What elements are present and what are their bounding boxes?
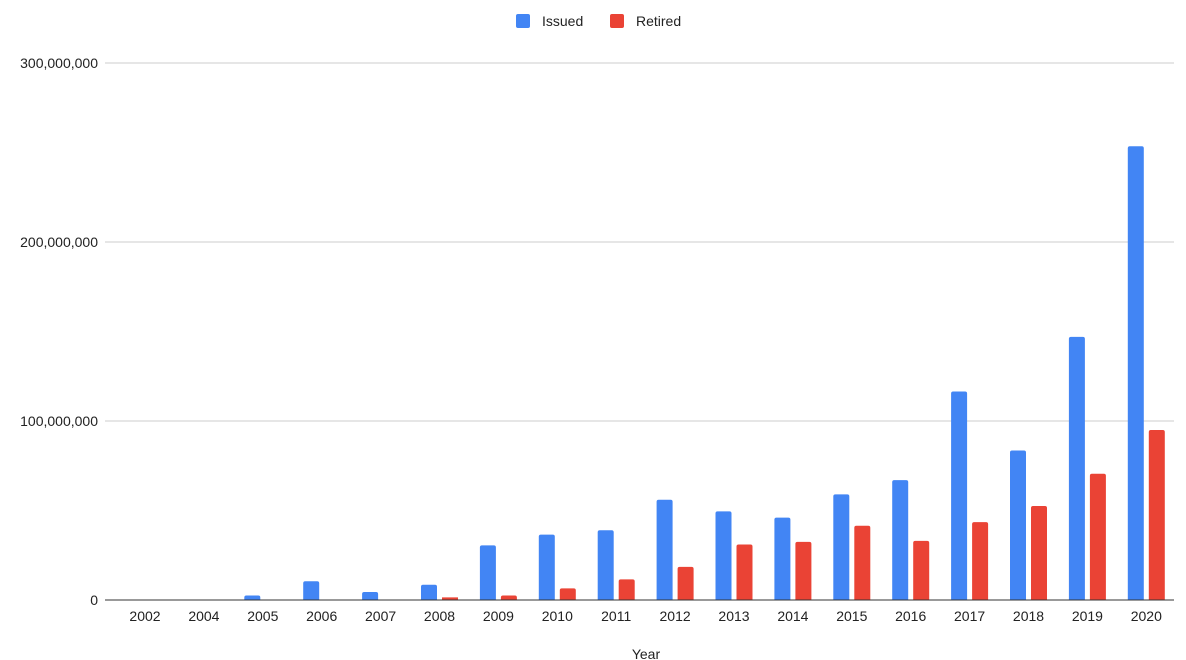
x-tick-label: 2008 [424, 608, 455, 624]
x-tick-label: 2002 [129, 608, 160, 624]
bar-issued-2007[interactable] [362, 591, 379, 600]
bar-issued-2012[interactable] [656, 499, 673, 600]
legend-item-issued[interactable]: Issued [516, 13, 583, 29]
bar-retired-2016[interactable] [913, 540, 930, 600]
x-tick-label: 2004 [188, 608, 219, 624]
y-tick-label: 200,000,000 [20, 234, 98, 250]
bar-issued-2018[interactable] [1010, 450, 1026, 600]
gridlines [105, 62, 1174, 422]
bar-retired-2012[interactable] [677, 566, 694, 600]
legend[interactable]: Issued Retired [516, 13, 681, 29]
x-tick-label: 2010 [542, 608, 573, 624]
legend-label: Retired [636, 13, 681, 29]
bar-retired-2019[interactable] [1089, 473, 1106, 600]
bar-retired-2017[interactable] [972, 522, 989, 600]
legend-item-retired[interactable]: Retired [610, 13, 681, 29]
bar-issued-2016[interactable] [892, 480, 909, 600]
x-tick-label: 2012 [660, 608, 691, 624]
legend-swatch [610, 14, 624, 28]
bar-retired-2013[interactable] [736, 544, 753, 600]
x-tick-label: 2019 [1072, 608, 1103, 624]
bar-issued-2017[interactable] [951, 391, 968, 600]
bar-retired-2011[interactable] [618, 579, 635, 600]
x-tick-label: 2009 [483, 608, 514, 624]
bar-retired-2010[interactable] [559, 588, 576, 600]
bar-retired-2009[interactable] [500, 595, 517, 600]
bar-issued-2020[interactable] [1127, 146, 1144, 601]
bar-issued-2005[interactable] [244, 595, 261, 600]
bar-issued-2011[interactable] [597, 530, 614, 600]
y-tick-label: 300,000,000 [20, 55, 98, 71]
x-tick-label: 2014 [777, 608, 808, 624]
bar-issued-2015[interactable] [833, 494, 850, 600]
x-tick-label: 2020 [1131, 608, 1162, 624]
bar-retired-2018[interactable] [1031, 506, 1047, 600]
x-tick-label: 2013 [718, 608, 749, 624]
bar-issued-2014[interactable] [774, 517, 791, 600]
x-tick-label: 2006 [306, 608, 337, 624]
bar-retired-2014[interactable] [795, 541, 812, 600]
y-tick-label: 100,000,000 [20, 413, 98, 429]
bar-retired-2008[interactable] [442, 597, 458, 600]
x-tick-label: 2007 [365, 608, 396, 624]
bar-retired-2015[interactable] [854, 525, 871, 600]
bar-issued-2013[interactable] [715, 511, 732, 600]
bars [244, 146, 1165, 601]
x-tick-label: 2018 [1013, 608, 1044, 624]
bar-retired-2020[interactable] [1148, 429, 1165, 600]
x-tick-label: 2015 [836, 608, 867, 624]
bar-issued-2019[interactable] [1068, 336, 1085, 600]
legend-label: Issued [542, 13, 583, 29]
bar-issued-2009[interactable] [479, 545, 496, 600]
bar-issued-2010[interactable] [538, 534, 555, 600]
bar-issued-2006[interactable] [303, 581, 320, 600]
bar-issued-2008[interactable] [421, 584, 437, 600]
x-tick-label: 2011 [601, 608, 631, 624]
x-axis-title: Year [632, 646, 661, 660]
x-tick-label: 2017 [954, 608, 985, 624]
x-tick-label: 2016 [895, 608, 926, 624]
x-axis-ticks: 2002 2004 2005 2006 2007 2008 2009 2010 2011 2012… [129, 608, 1162, 624]
y-tick-label: 0 [90, 592, 98, 608]
x-tick-label: 2005 [247, 608, 278, 624]
y-axis-ticks: 0 100,000,000 200,000,000 300,000,000 [20, 55, 98, 608]
legend-swatch [516, 14, 530, 28]
